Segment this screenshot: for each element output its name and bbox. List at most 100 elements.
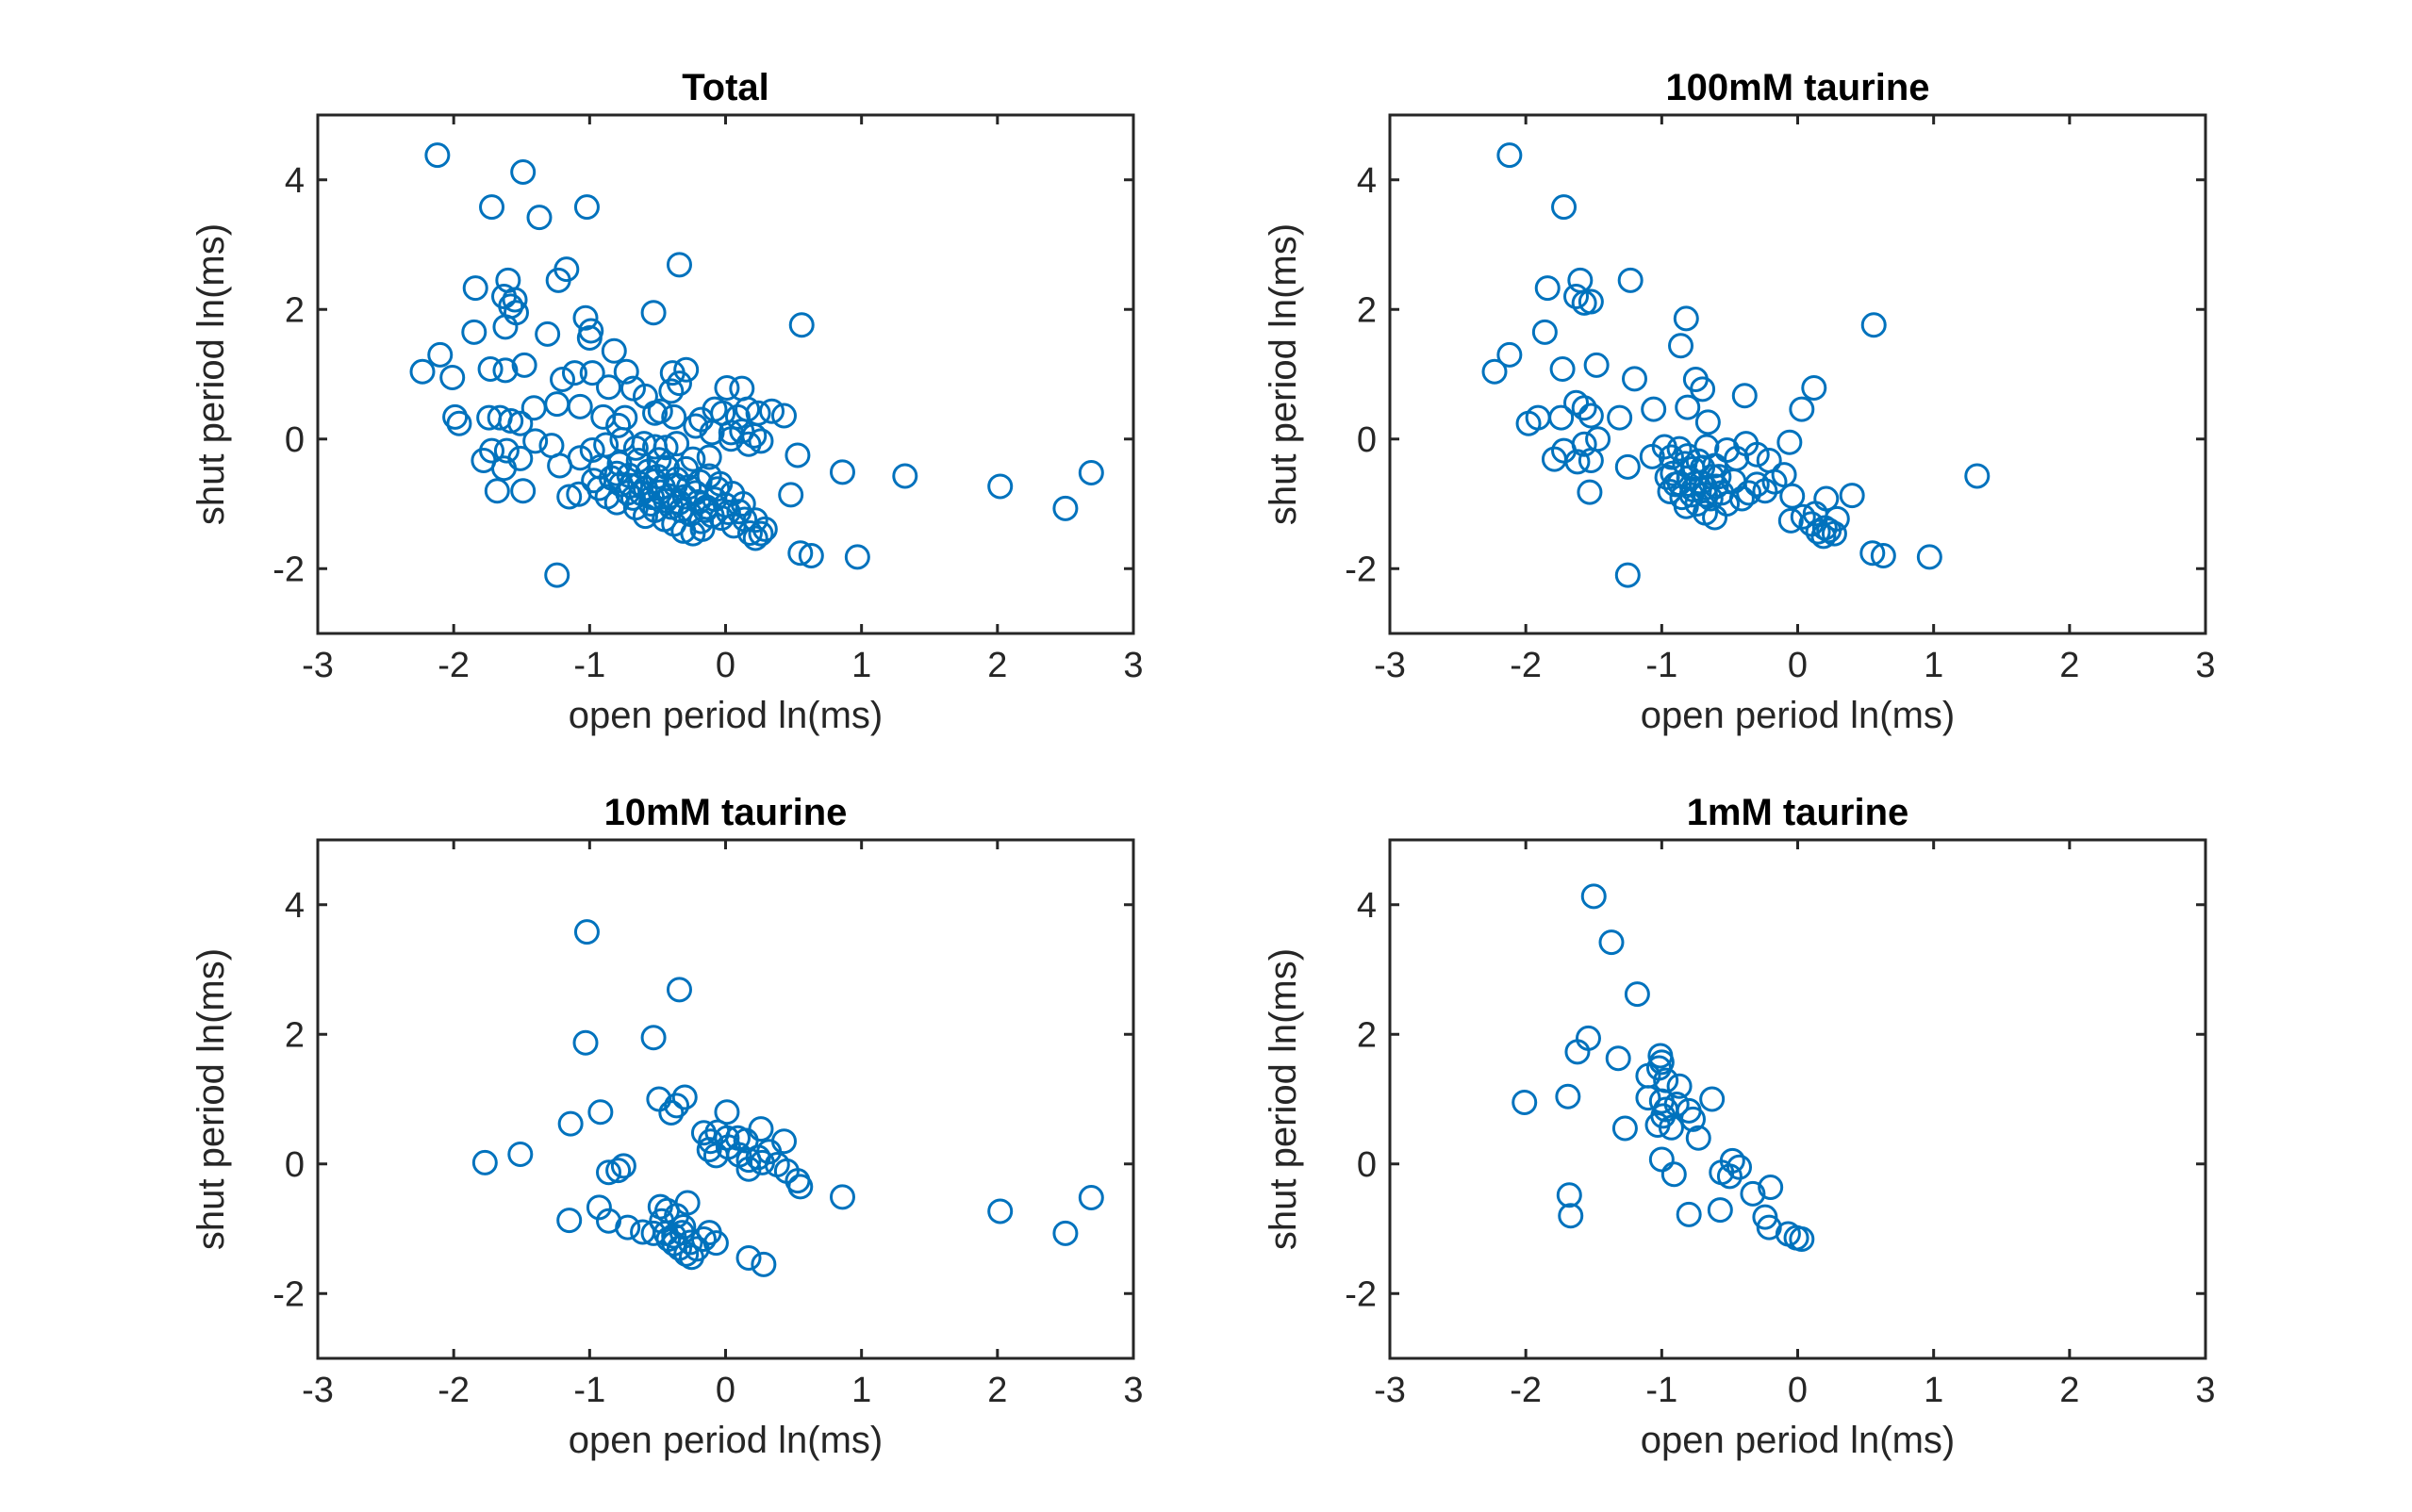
y-axis-label: shut period ln(ms) xyxy=(190,223,232,525)
data-point xyxy=(1614,562,1641,588)
data-point xyxy=(1685,1125,1711,1151)
data-point xyxy=(735,1156,762,1182)
x-tick-label: -1 xyxy=(1645,646,1677,685)
data-point xyxy=(1839,483,1865,509)
x-tick-label: -2 xyxy=(438,1371,470,1410)
data-point xyxy=(666,370,692,397)
data-point xyxy=(1666,436,1693,462)
data-point xyxy=(439,364,466,390)
y-tick-label: 0 xyxy=(1357,1145,1377,1185)
data-point xyxy=(1870,543,1896,568)
data-point xyxy=(664,1093,690,1119)
data-point xyxy=(787,1174,814,1200)
y-tick-label: 4 xyxy=(285,886,305,926)
y-tick-label: 2 xyxy=(1357,1015,1377,1055)
data-point xyxy=(661,1223,687,1249)
data-point xyxy=(683,413,709,439)
data-point xyxy=(1779,483,1806,509)
data-point xyxy=(477,356,504,382)
x-tick-label: 1 xyxy=(1924,1371,1943,1410)
data-point xyxy=(545,267,571,293)
scatter-series xyxy=(1512,883,1815,1252)
y-tick-label: 0 xyxy=(285,420,305,460)
y-tick-label: 4 xyxy=(1357,886,1377,926)
data-point xyxy=(1577,479,1603,505)
plot-title: Total xyxy=(682,67,769,108)
data-point xyxy=(576,325,603,351)
data-point xyxy=(511,352,537,378)
data-point xyxy=(1481,358,1508,385)
data-point xyxy=(1690,376,1716,403)
x-tick-label: 1 xyxy=(1924,646,1943,685)
scatter-series xyxy=(409,142,1104,588)
data-point xyxy=(427,341,454,368)
data-point xyxy=(751,1251,777,1277)
data-point xyxy=(1859,540,1886,567)
y-axis-label: shut period ln(ms) xyxy=(1263,948,1304,1250)
data-point xyxy=(829,1184,855,1210)
x-tick-label: 0 xyxy=(1788,646,1808,685)
x-axis-label: open period ln(ms) xyxy=(569,1420,884,1461)
data-point xyxy=(1743,471,1770,498)
data-point xyxy=(1679,1106,1706,1132)
data-point xyxy=(1776,429,1803,455)
y-axis-label: shut period ln(ms) xyxy=(190,948,232,1250)
data-point xyxy=(742,507,768,534)
data-point xyxy=(1813,485,1840,512)
data-point xyxy=(1716,1163,1743,1190)
data-point xyxy=(1607,404,1633,431)
data-point xyxy=(1556,1182,1582,1208)
y-tick-label: -2 xyxy=(273,550,305,589)
data-point xyxy=(567,393,593,419)
x-tick-label: -2 xyxy=(1510,646,1542,685)
data-point xyxy=(732,506,758,533)
data-point xyxy=(677,1229,703,1256)
x-tick-label: 2 xyxy=(987,1371,1007,1410)
data-point xyxy=(1666,1073,1693,1099)
data-point xyxy=(586,1194,612,1221)
data-point xyxy=(620,375,646,402)
data-point xyxy=(696,1137,722,1163)
data-point xyxy=(1558,1203,1584,1229)
x-tick-label: 3 xyxy=(1123,646,1143,685)
data-point xyxy=(649,1208,675,1234)
data-point xyxy=(484,478,510,504)
x-tick-label: 1 xyxy=(851,1371,871,1410)
data-point xyxy=(829,459,855,485)
data-point xyxy=(581,468,607,494)
data-point xyxy=(787,540,814,567)
data-point xyxy=(1675,394,1701,420)
data-point xyxy=(1648,1146,1675,1173)
data-point xyxy=(1551,194,1578,221)
data-point xyxy=(714,1099,740,1126)
x-axis-label: open period ln(ms) xyxy=(1641,695,1956,736)
x-tick-label: 1 xyxy=(851,646,871,685)
data-point xyxy=(605,412,632,438)
data-point xyxy=(788,312,815,338)
data-point xyxy=(587,1099,614,1126)
data-point xyxy=(1641,396,1667,422)
data-point xyxy=(1743,441,1770,468)
data-point xyxy=(1676,1201,1702,1227)
data-point xyxy=(670,518,697,544)
data-point xyxy=(603,489,630,516)
data-point xyxy=(479,437,505,464)
data-point xyxy=(1078,1185,1104,1210)
data-point xyxy=(1580,883,1607,910)
data-point xyxy=(987,1198,1014,1224)
data-point xyxy=(1644,1112,1671,1138)
x-tick-label: -3 xyxy=(302,646,334,685)
data-point xyxy=(493,437,520,464)
data-point xyxy=(1810,523,1837,550)
data-point xyxy=(1611,1115,1638,1142)
data-point xyxy=(1548,404,1575,431)
data-point xyxy=(778,482,804,508)
y-tick-label: 4 xyxy=(1357,161,1377,201)
data-point xyxy=(479,194,505,221)
data-point xyxy=(1578,403,1604,429)
data-point xyxy=(446,410,472,436)
data-point xyxy=(544,562,570,588)
data-point xyxy=(686,488,712,515)
data-point xyxy=(1598,929,1625,956)
data-point xyxy=(1496,142,1523,169)
